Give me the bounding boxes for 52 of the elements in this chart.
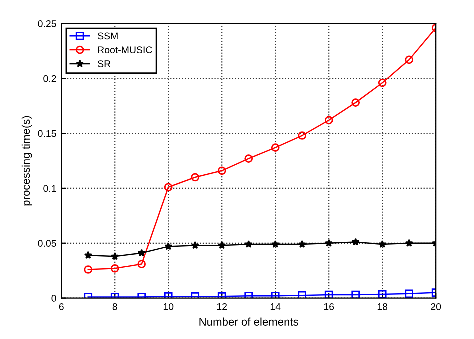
x-tick-label: 14: [270, 304, 281, 310]
x-tick-label: 12: [217, 303, 228, 310]
y-tick-label: 0.1: [44, 185, 56, 192]
legend-label: Root-MUSIC: [98, 46, 152, 54]
point: [298, 132, 307, 140]
point: [298, 240, 306, 248]
point: [352, 290, 360, 298]
point: [324, 290, 334, 298]
point: [352, 238, 360, 246]
point: [191, 241, 200, 250]
point: [111, 252, 120, 260]
point: [378, 240, 387, 248]
point: [84, 251, 92, 259]
point: [405, 290, 414, 298]
point: [271, 144, 280, 152]
point: [325, 239, 334, 247]
x-tick-label: 18: [378, 303, 388, 310]
point: [378, 78, 387, 88]
legend-label: SR: [98, 60, 111, 68]
point: [272, 240, 280, 248]
x-tick-label: 8: [112, 303, 118, 310]
y-tick-label: 0.05: [38, 240, 56, 248]
point: [218, 166, 226, 176]
point: [324, 116, 334, 125]
point: [405, 56, 414, 64]
y-axis-title: processing time(s): [22, 116, 32, 206]
point: [271, 292, 280, 298]
point: [218, 241, 226, 250]
point: [138, 249, 146, 257]
x-tick-label: 10: [164, 303, 174, 310]
point: [298, 291, 307, 298]
x-axis-title: Number of elements: [200, 318, 298, 326]
x-tick-label: 20: [431, 303, 442, 310]
y-tick-label: 0.2: [44, 75, 56, 82]
legend-label: SSM: [98, 32, 118, 40]
point: [378, 290, 387, 298]
point: [244, 154, 254, 163]
point: [84, 266, 93, 274]
x-tick-label: 6: [59, 303, 64, 310]
point: [138, 260, 146, 268]
y-tick-label: 0.25: [38, 20, 56, 28]
point: [164, 242, 173, 250]
point: [110, 264, 120, 273]
point: [352, 98, 360, 107]
y-tick-label: 0.15: [38, 130, 56, 138]
point: [244, 292, 254, 298]
point: [244, 240, 253, 248]
y-tick-label: 0: [52, 295, 56, 302]
point: [191, 173, 200, 182]
point: [164, 183, 173, 192]
point: [405, 239, 414, 247]
x-tick-label: 16: [324, 303, 334, 310]
